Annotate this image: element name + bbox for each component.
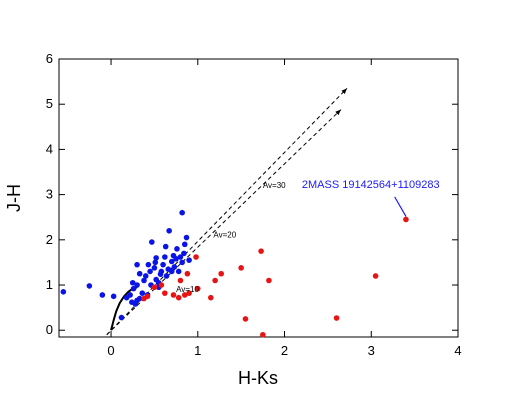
blue-point [134,282,140,288]
blue-point [134,261,140,268]
red-point [238,265,244,271]
extinction-label: Av=10 [176,285,199,294]
blue-point [127,292,133,298]
blue-point [168,258,175,265]
y-tick-label: 1 [46,277,53,292]
blue-point [179,259,185,266]
blue-point [166,227,172,234]
red-point [212,277,218,284]
blue-point [118,314,125,321]
reddening-vector [106,109,342,336]
data-points [60,209,409,338]
blue-point [158,268,165,275]
red-point [162,290,168,296]
blue-point [162,243,169,250]
blue-point [141,277,147,284]
x-tick-label: 0 [107,343,114,358]
blue-point [145,261,152,268]
blue-point [171,264,178,270]
x-tick-label: 2 [281,343,288,358]
x-axis-label: H-Ks [238,368,278,388]
blue-point [181,250,187,257]
annotations: Av=10 Av=20 Av=30 2MASS 19142564+1109283 [176,179,440,294]
y-tick-label: 5 [46,96,53,111]
blue-point [183,234,190,241]
red-point [258,248,264,254]
vector-arrowhead [341,88,347,94]
blue-point [60,288,67,295]
red-point [193,254,199,260]
blue-point [147,268,153,275]
y-tick-label: 6 [46,51,53,66]
red-point [194,285,201,292]
x-tick-label: 3 [368,343,375,358]
red-point [175,294,182,301]
red-point [207,294,214,301]
blue-point [151,265,158,271]
axis-ticks: 0 1 2 3 4 0 1 2 3 4 5 6 [46,51,462,358]
blue-point [99,292,106,298]
red-point [260,331,266,338]
y-tick-label: 0 [46,322,53,337]
red-point [144,293,151,300]
blue-point [162,254,168,260]
plot-frame [58,58,459,338]
blue-point [86,283,93,289]
red-point [170,292,177,298]
red-point [218,270,225,277]
source-pointer [394,196,407,217]
source-label: 2MASS 19142564+1109283 [302,179,440,191]
blue-point [139,290,146,296]
red-point [333,315,340,321]
vector-arrowhead [335,109,341,116]
extinction-label: Av=20 [213,231,236,240]
blue-point [110,293,117,300]
red-point [372,273,379,279]
blue-point [179,209,185,216]
blue-point [168,268,175,275]
x-tick-label: 4 [454,343,461,358]
blue-point [163,273,170,279]
y-tick-label: 2 [46,232,53,247]
blue-point [136,295,143,302]
blue-point [173,255,179,262]
blue-point [153,255,159,261]
red-point [177,277,184,284]
blue-point [130,285,137,292]
red-point [186,290,192,296]
blue-point [181,241,188,248]
y-axis-label: J-H [4,184,24,212]
blue-point [174,246,180,252]
red-point [403,216,409,223]
blue-point [129,279,136,286]
blue-point [136,270,143,277]
blue-point [177,254,184,260]
blue-point [160,261,166,268]
red-point [158,282,165,288]
y-tick-label: 4 [46,141,53,156]
extinction-label: Av=30 [263,181,286,190]
blue-point [149,239,155,245]
blue-point [152,259,159,266]
blue-point [175,268,182,275]
red-point [266,277,272,284]
red-point [151,284,158,291]
red-point [181,292,188,298]
red-point [184,270,191,277]
blue-point [186,257,192,263]
blue-point [142,273,149,279]
red-point [242,316,249,322]
x-tick-label: 1 [194,343,201,358]
y-tick-label: 3 [46,187,53,202]
